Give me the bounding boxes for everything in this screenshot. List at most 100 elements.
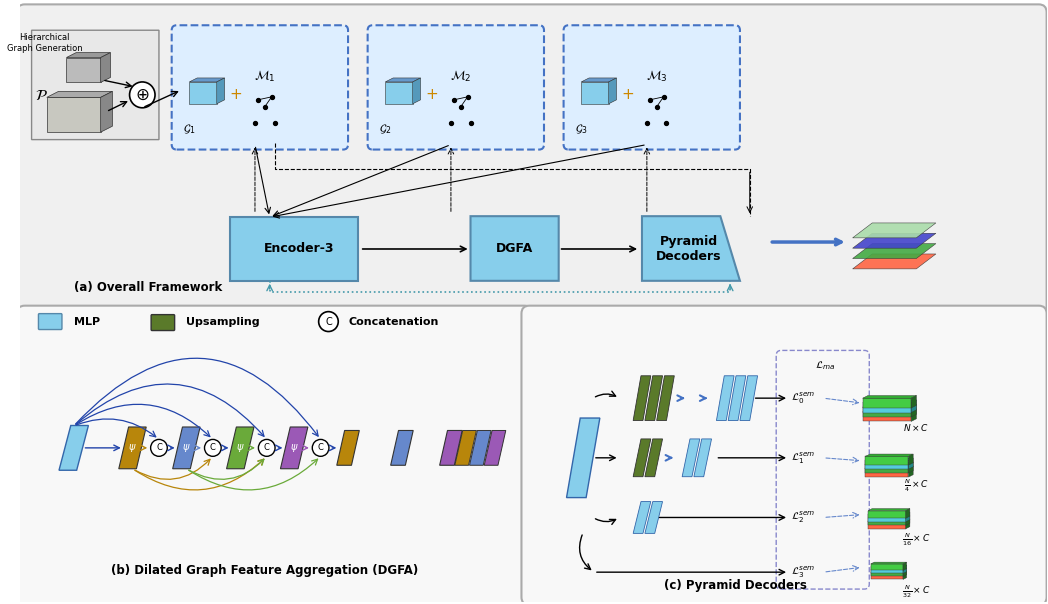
FancyBboxPatch shape: [31, 30, 159, 140]
Polygon shape: [633, 439, 651, 477]
Polygon shape: [633, 501, 651, 533]
Polygon shape: [190, 78, 224, 82]
Polygon shape: [905, 509, 910, 518]
Polygon shape: [911, 396, 916, 408]
Text: $N \times C$: $N \times C$: [903, 422, 930, 434]
Polygon shape: [866, 460, 909, 469]
Text: $+$: $+$: [620, 88, 634, 102]
Polygon shape: [281, 427, 308, 469]
Polygon shape: [386, 78, 420, 82]
Text: $\psi$: $\psi$: [128, 442, 137, 454]
Polygon shape: [728, 376, 746, 420]
Point: [658, 118, 675, 127]
Text: Concatenation: Concatenation: [348, 316, 438, 327]
Polygon shape: [911, 405, 916, 417]
Polygon shape: [484, 431, 506, 465]
Text: (c) Pyramid Decoders: (c) Pyramid Decoders: [663, 579, 807, 592]
Polygon shape: [871, 570, 903, 576]
FancyBboxPatch shape: [172, 25, 348, 150]
Polygon shape: [863, 400, 916, 403]
Polygon shape: [190, 82, 217, 104]
Polygon shape: [868, 514, 905, 522]
Point: [246, 118, 263, 127]
Polygon shape: [645, 439, 662, 477]
Text: Pyramid
Decoders: Pyramid Decoders: [656, 235, 722, 263]
Text: $\mathcal{M}_3$: $\mathcal{M}_3$: [646, 69, 668, 84]
Polygon shape: [101, 53, 110, 82]
Circle shape: [130, 82, 155, 108]
Text: $\psi$: $\psi$: [290, 442, 299, 454]
Polygon shape: [853, 223, 936, 238]
FancyBboxPatch shape: [151, 315, 175, 330]
Polygon shape: [871, 562, 907, 564]
Polygon shape: [455, 431, 477, 465]
Polygon shape: [740, 376, 758, 420]
Polygon shape: [863, 405, 916, 407]
Text: $\mathcal{L}_{ma}$: $\mathcal{L}_{ma}$: [815, 359, 835, 371]
Polygon shape: [863, 409, 916, 411]
Polygon shape: [871, 564, 903, 571]
Polygon shape: [657, 376, 674, 420]
Text: $\psi$: $\psi$: [236, 442, 244, 454]
Polygon shape: [909, 462, 913, 473]
Point: [263, 92, 280, 101]
Point: [257, 102, 274, 112]
Polygon shape: [336, 431, 359, 465]
Polygon shape: [871, 571, 907, 573]
Polygon shape: [853, 233, 936, 248]
FancyBboxPatch shape: [522, 306, 1047, 604]
Polygon shape: [903, 562, 907, 571]
Polygon shape: [173, 427, 200, 469]
Text: (b) Dilated Graph Feature Aggregation (DGFA): (b) Dilated Graph Feature Aggregation (D…: [111, 564, 418, 577]
Polygon shape: [866, 454, 913, 457]
FancyBboxPatch shape: [17, 4, 1047, 313]
Text: Hierarchical
Graph Generation: Hierarchical Graph Generation: [6, 33, 82, 53]
Polygon shape: [909, 458, 913, 469]
Polygon shape: [905, 512, 910, 522]
Text: C: C: [210, 443, 216, 452]
Polygon shape: [413, 78, 420, 104]
Polygon shape: [866, 468, 909, 477]
Text: $\frac{N}{4} \times C$: $\frac{N}{4} \times C$: [903, 477, 929, 494]
Polygon shape: [645, 376, 662, 420]
Text: $\mathcal{G}_2$: $\mathcal{G}_2$: [379, 123, 392, 137]
Circle shape: [312, 440, 329, 457]
Point: [459, 92, 476, 101]
Polygon shape: [905, 519, 910, 528]
Polygon shape: [66, 57, 101, 82]
Polygon shape: [863, 403, 911, 413]
Polygon shape: [905, 516, 910, 525]
Polygon shape: [101, 91, 112, 132]
Polygon shape: [868, 518, 905, 525]
Point: [641, 95, 658, 104]
Text: $\mathcal{L}_2^{sem}$: $\mathcal{L}_2^{sem}$: [791, 510, 815, 525]
Polygon shape: [440, 431, 462, 465]
Text: Upsampling: Upsampling: [187, 316, 260, 327]
Polygon shape: [642, 216, 740, 281]
Polygon shape: [868, 519, 910, 521]
Text: DGFA: DGFA: [496, 242, 533, 255]
Polygon shape: [59, 425, 88, 471]
Polygon shape: [866, 466, 913, 468]
Circle shape: [259, 440, 275, 457]
Text: $\mathcal{L}_1^{sem}$: $\mathcal{L}_1^{sem}$: [791, 450, 815, 466]
Polygon shape: [871, 573, 903, 579]
Polygon shape: [868, 512, 910, 514]
Polygon shape: [633, 376, 651, 420]
Polygon shape: [853, 254, 936, 269]
Polygon shape: [47, 91, 112, 97]
Text: $+$: $+$: [424, 88, 438, 102]
Polygon shape: [911, 409, 916, 422]
Polygon shape: [609, 78, 616, 104]
FancyBboxPatch shape: [564, 25, 740, 150]
Polygon shape: [682, 439, 700, 477]
Text: $\mathcal{M}_2$: $\mathcal{M}_2$: [450, 69, 472, 84]
Text: $\frac{N}{32} \times C$: $\frac{N}{32} \times C$: [902, 583, 931, 600]
Text: $\mathcal{L}_0^{sem}$: $\mathcal{L}_0^{sem}$: [791, 390, 815, 406]
Point: [462, 118, 479, 127]
Polygon shape: [853, 243, 936, 259]
Polygon shape: [386, 82, 413, 104]
Text: $\frac{N}{16} \times C$: $\frac{N}{16} \times C$: [902, 531, 931, 548]
Text: C: C: [156, 443, 161, 452]
Polygon shape: [863, 407, 911, 417]
